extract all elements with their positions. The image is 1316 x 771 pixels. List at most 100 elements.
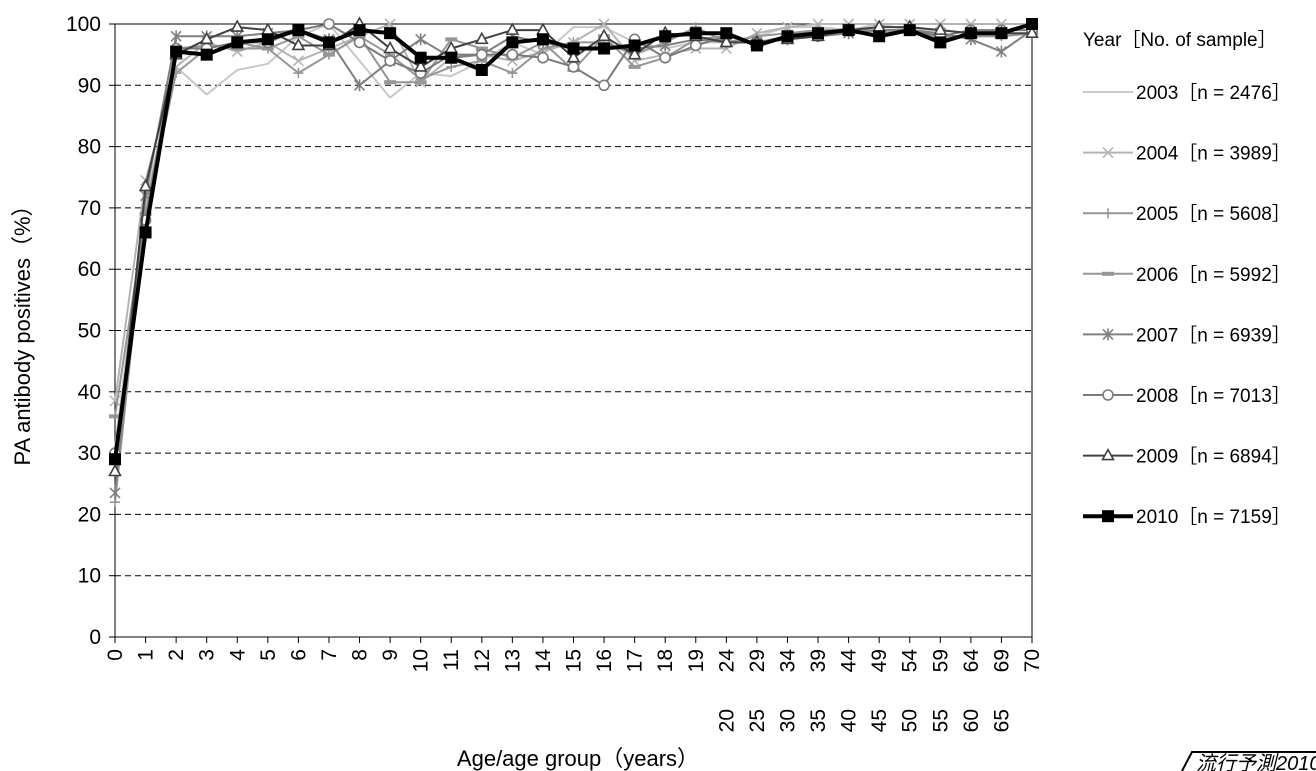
point-7-6: [292, 24, 305, 37]
point-7-17: [628, 39, 641, 52]
x-tick-label-2: 2: [165, 649, 188, 661]
point-7-18: [659, 30, 672, 43]
x-tick-label-9: 9: [379, 649, 402, 661]
point-6-16: [597, 28, 611, 42]
axes: [114, 24, 1033, 638]
point-7-2: [170, 45, 183, 58]
legend-label-2: 2005［n = 5608］: [1136, 203, 1291, 225]
x-tick-label-13: 13: [501, 649, 524, 672]
point-3-0: [109, 414, 121, 419]
point-7-8: [353, 24, 366, 37]
y-tick-label-60: 60: [78, 258, 101, 281]
point-1-6: [292, 55, 304, 67]
series-line-3: [114, 29, 1033, 417]
point-6-15: [566, 50, 581, 63]
x-tick-label-12: 12: [471, 649, 494, 672]
x-tick-label-0: 0: [104, 649, 127, 661]
legend-label-3: 2006［n = 5992］: [1136, 264, 1291, 286]
point-7-7: [322, 36, 335, 49]
stamp: 流行予測2010: [1181, 751, 1316, 771]
x-tick-label-7: 7: [318, 649, 341, 661]
point-7-16: [598, 42, 611, 55]
point-7-11: [445, 51, 458, 64]
y-axis-ticks: 0 10 20 30 40 50 60 70 80 90 100: [66, 13, 115, 649]
point-7-27: [934, 36, 947, 49]
x-tick-label-lower-29: 65: [990, 709, 1013, 732]
point-7-19: [689, 27, 702, 40]
legend-title: Year［No. of sample］: [1083, 29, 1277, 51]
point-7-25: [873, 30, 886, 43]
legend-label-6: 2009［n = 6894］: [1136, 446, 1291, 468]
point-1-16: [598, 18, 610, 30]
point-7-3: [200, 48, 213, 61]
point-7-12: [475, 63, 488, 76]
point-3-10: [414, 80, 427, 85]
point-3-8: [353, 34, 366, 39]
point-6-0: [108, 463, 122, 477]
point-3-17: [628, 64, 641, 69]
point-5-7: [323, 18, 335, 30]
point-7-10: [414, 51, 427, 64]
point-6-10: [413, 59, 428, 72]
x-tick-label-lower-22: 30: [776, 709, 799, 732]
point-2-13: [507, 68, 518, 79]
stamp-text: 流行予測2010: [1196, 753, 1316, 771]
point-6-17: [627, 46, 642, 60]
point-5-9: [384, 54, 396, 67]
legend-marker-5: [1102, 389, 1114, 401]
y-tick-label-20: 20: [78, 503, 101, 526]
point-7-28: [964, 27, 977, 40]
point-7-9: [384, 27, 397, 40]
point-7-5: [261, 33, 274, 46]
y-tick-label-80: 80: [78, 136, 101, 159]
point-7-14: [536, 33, 549, 46]
point-4-8: [353, 79, 366, 92]
y-tick-label-40: 40: [78, 381, 101, 404]
point-6-9: [383, 40, 397, 54]
x-axis-title: Age/age group（years）: [457, 746, 699, 771]
x-tick-label-lower-23: 35: [807, 709, 830, 732]
point-3-7: [322, 52, 335, 57]
series-line-6: [114, 23, 1032, 472]
x-tick-label-10: 10: [410, 649, 433, 672]
series-6: [108, 16, 1039, 477]
point-3-9: [384, 80, 397, 85]
legend-label-5: 2008［n = 7013］: [1136, 385, 1291, 407]
legend-label-7: 2010［n = 7159］: [1136, 506, 1291, 528]
point-4-10: [415, 33, 427, 46]
x-tick-label-lower-25: 45: [868, 709, 891, 732]
x-axis-ticks: 0 1 2 3 4 5 6 7 8 9 10 11 12 13 14 15 16 17 18 19 2420292534…: [104, 637, 1044, 732]
point-6-3: [199, 31, 214, 45]
legend-label-4: 2007［n = 6939］: [1136, 324, 1291, 346]
x-tick-label-29: 69: [990, 649, 1013, 672]
point-5-8: [353, 36, 366, 49]
point-7-15: [567, 42, 580, 55]
point-5-18: [659, 51, 672, 64]
point-7-23: [812, 27, 825, 40]
series-line-7: [113, 22, 1033, 460]
x-tick-label-24: 44: [838, 649, 861, 673]
point-6-13: [505, 22, 520, 35]
x-tick-label-lower-21: 25: [746, 709, 769, 732]
y-tick-label-100: 100: [66, 13, 101, 36]
point-7-4: [231, 36, 244, 49]
series-line-0: [114, 23, 1032, 448]
y-tick-label-0: 0: [89, 626, 101, 649]
y-axis-title: PA antibody positives（%）: [10, 194, 35, 465]
series-line-2: [114, 26, 1033, 503]
series-line-4: [114, 29, 1033, 494]
point-5-15: [567, 61, 580, 73]
point-6-1: [138, 178, 153, 192]
series-group: [108, 16, 1039, 508]
point-7-29: [995, 27, 1008, 40]
x-tick-label-lower-24: 40: [838, 709, 861, 732]
point-3-6: [292, 34, 305, 39]
point-7-26: [903, 24, 916, 37]
legend-label-1: 2004［n = 3989］: [1136, 143, 1291, 165]
x-tick-label-17: 17: [624, 649, 647, 672]
series-0: [114, 23, 1032, 448]
x-tick-label-30: 70: [1021, 649, 1044, 672]
point-3-5: [261, 46, 274, 51]
x-tick-label-16: 16: [593, 649, 616, 672]
